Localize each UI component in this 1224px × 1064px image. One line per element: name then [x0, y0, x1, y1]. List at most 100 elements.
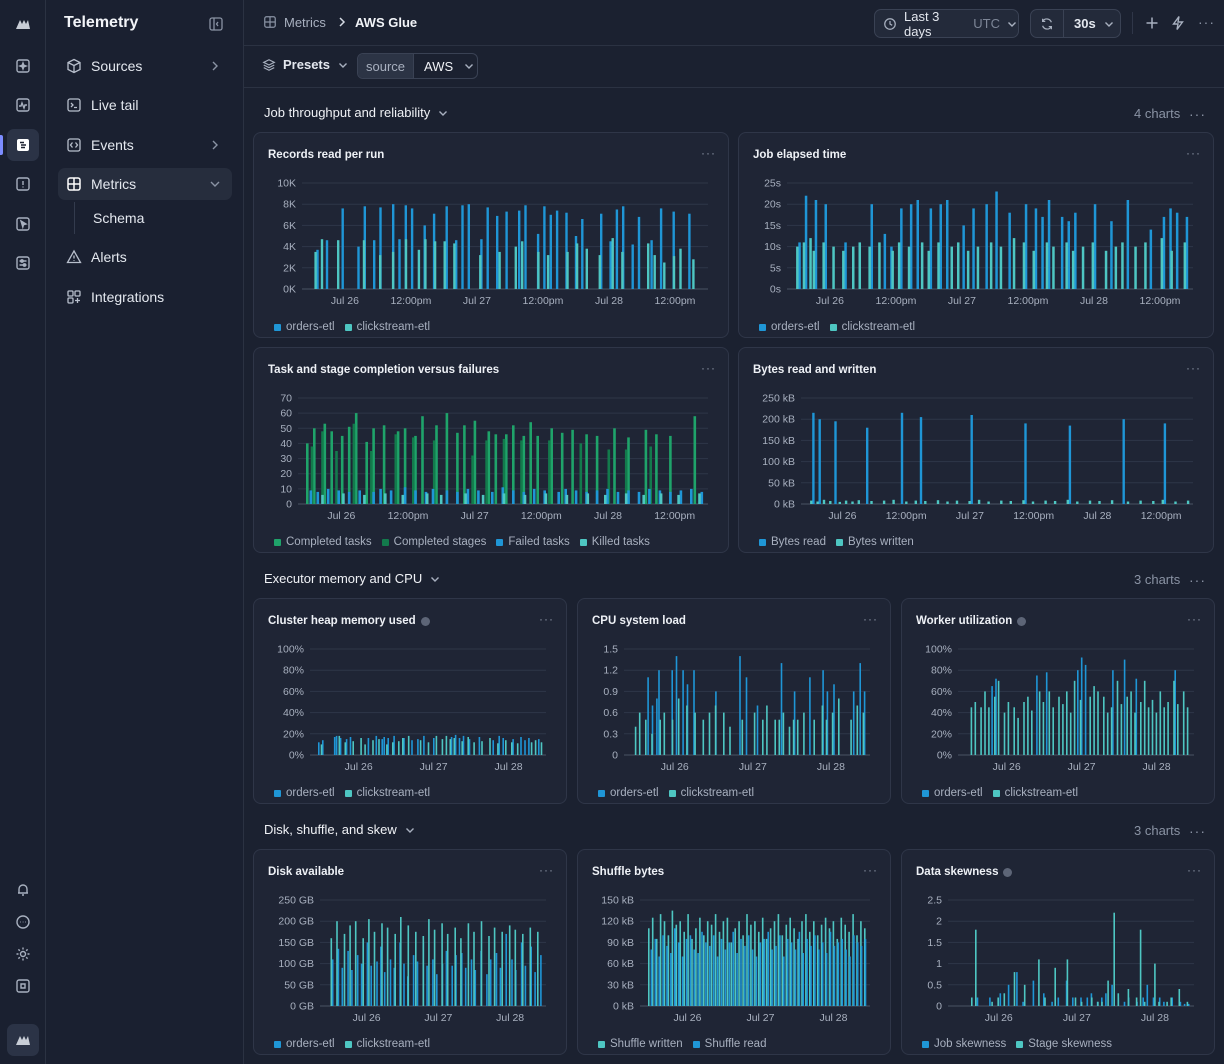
bar[interactable]	[1158, 1001, 1160, 1006]
bar[interactable]	[518, 210, 521, 289]
bar[interactable]	[1022, 242, 1026, 289]
bar[interactable]	[309, 490, 313, 504]
bar[interactable]	[780, 663, 783, 755]
bar[interactable]	[1174, 501, 1177, 505]
bar[interactable]	[679, 490, 683, 504]
bar[interactable]	[767, 931, 769, 1006]
bar[interactable]	[458, 738, 461, 755]
bar[interactable]	[686, 705, 688, 756]
bar[interactable]	[856, 942, 859, 1006]
bar[interactable]	[1054, 967, 1056, 1006]
bar[interactable]	[651, 705, 654, 756]
bar[interactable]	[844, 924, 846, 1006]
bar[interactable]	[523, 494, 527, 504]
bar[interactable]	[486, 974, 488, 1006]
bar[interactable]	[860, 945, 863, 1006]
bar[interactable]	[530, 946, 532, 1006]
bar[interactable]	[1093, 204, 1097, 289]
bar[interactable]	[651, 917, 654, 1006]
bar[interactable]	[634, 726, 637, 755]
bar[interactable]	[1007, 702, 1010, 755]
bar[interactable]	[864, 938, 867, 1006]
info-icon[interactable]	[1017, 616, 1027, 626]
bar[interactable]	[524, 740, 526, 755]
bar[interactable]	[352, 423, 356, 504]
bar[interactable]	[536, 435, 539, 504]
bar[interactable]	[655, 938, 658, 1006]
bar[interactable]	[445, 490, 449, 504]
bar[interactable]	[829, 501, 832, 504]
bar[interactable]	[1024, 423, 1027, 504]
bar[interactable]	[502, 493, 506, 504]
bar[interactable]	[769, 928, 772, 1006]
bar[interactable]	[649, 446, 652, 505]
legend-item[interactable]: clickstream-etl	[344, 787, 430, 799]
bar[interactable]	[1106, 712, 1109, 755]
bar[interactable]	[644, 429, 648, 504]
bar[interactable]	[586, 493, 590, 504]
bar[interactable]	[363, 494, 366, 504]
bar[interactable]	[1031, 710, 1033, 756]
bar[interactable]	[659, 719, 661, 755]
bar[interactable]	[1117, 993, 1120, 1006]
bar[interactable]	[801, 921, 803, 1006]
bar[interactable]	[367, 738, 370, 755]
bar[interactable]	[648, 928, 650, 1006]
bar[interactable]	[723, 712, 725, 755]
bar[interactable]	[773, 921, 776, 1006]
bar[interactable]	[455, 240, 458, 289]
bar[interactable]	[412, 955, 415, 1006]
bar[interactable]	[624, 449, 628, 505]
bar[interactable]	[1091, 997, 1093, 1007]
bar[interactable]	[339, 738, 342, 755]
bar[interactable]	[376, 961, 378, 1007]
bar[interactable]	[802, 242, 806, 289]
bar[interactable]	[555, 210, 559, 289]
bar[interactable]	[1022, 1001, 1024, 1006]
bar[interactable]	[1052, 707, 1054, 755]
bar[interactable]	[435, 735, 438, 755]
bar[interactable]	[627, 437, 630, 504]
bar[interactable]	[466, 488, 470, 504]
bar[interactable]	[354, 921, 357, 1006]
bar[interactable]	[321, 431, 324, 504]
bar[interactable]	[417, 739, 419, 755]
bar[interactable]	[1066, 691, 1068, 755]
bar[interactable]	[1126, 501, 1130, 505]
bar[interactable]	[1097, 1001, 1099, 1006]
bar[interactable]	[1179, 1001, 1182, 1006]
bar[interactable]	[837, 942, 840, 1006]
bar[interactable]	[1069, 712, 1072, 755]
bar[interactable]	[728, 942, 731, 1006]
bar[interactable]	[989, 242, 993, 289]
bar[interactable]	[1105, 993, 1107, 1006]
bar[interactable]	[502, 738, 504, 755]
bar[interactable]	[607, 449, 611, 505]
bar[interactable]	[1183, 242, 1187, 289]
bar[interactable]	[481, 494, 485, 504]
bar[interactable]	[338, 735, 341, 755]
bar[interactable]	[432, 959, 434, 1006]
bar[interactable]	[530, 742, 533, 755]
bar[interactable]	[441, 739, 444, 755]
bar[interactable]	[883, 233, 887, 289]
bar[interactable]	[916, 200, 920, 289]
bar[interactable]	[1154, 963, 1156, 1006]
bar[interactable]	[538, 739, 540, 755]
bar[interactable]	[718, 931, 721, 1006]
bar[interactable]	[1166, 1001, 1168, 1006]
bar[interactable]	[788, 726, 791, 755]
bar[interactable]	[698, 493, 701, 504]
bar[interactable]	[386, 744, 388, 755]
bar[interactable]	[1073, 680, 1076, 755]
bar[interactable]	[373, 240, 376, 289]
bar[interactable]	[357, 246, 360, 289]
bar[interactable]	[498, 735, 500, 755]
bar[interactable]	[461, 205, 464, 289]
bar[interactable]	[685, 938, 688, 1006]
bar[interactable]	[1066, 959, 1069, 1006]
bar[interactable]	[431, 488, 435, 504]
bar[interactable]	[514, 246, 517, 289]
bar[interactable]	[814, 935, 816, 1006]
bar[interactable]	[522, 435, 526, 504]
